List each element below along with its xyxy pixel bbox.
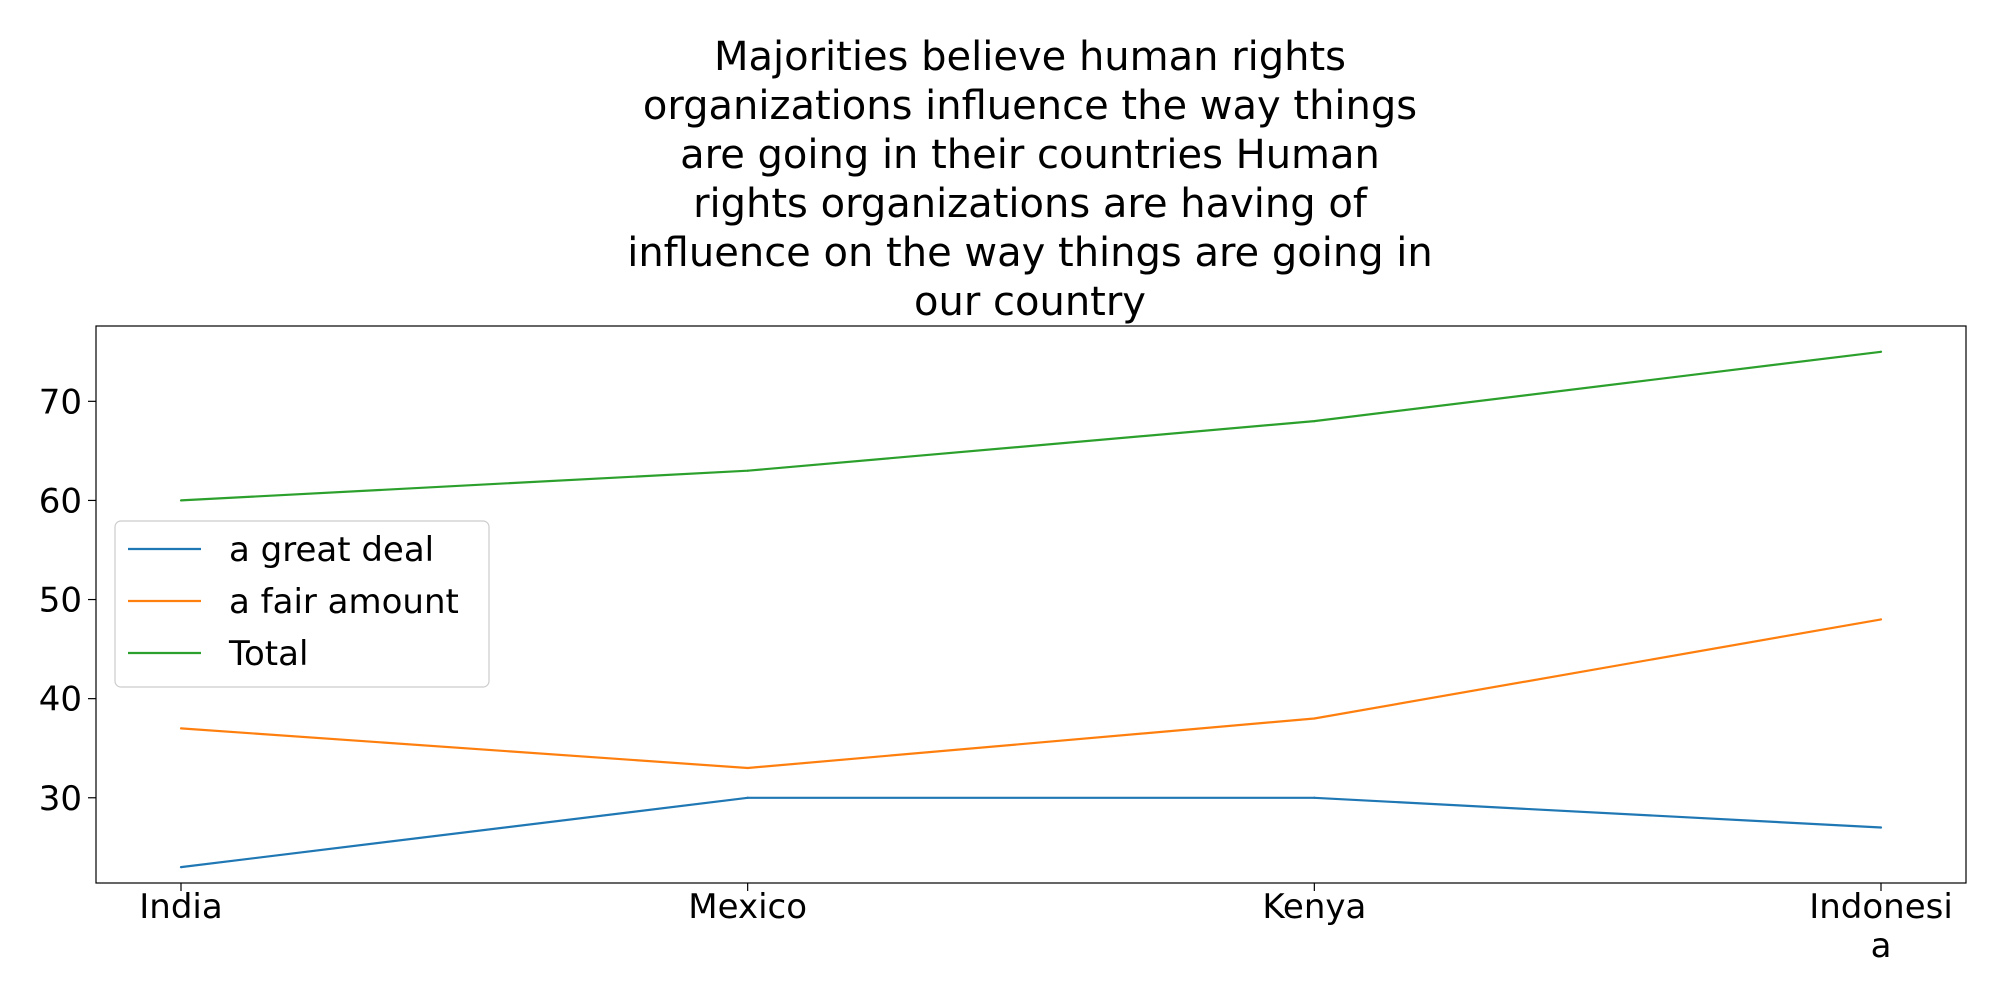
- y-tick-label: 70: [39, 382, 82, 422]
- series-lines: [179, 350, 1883, 869]
- y-tick-label: 50: [39, 581, 82, 621]
- data-point: [1879, 826, 1883, 829]
- legend-frame: [114, 520, 490, 688]
- data-point: [746, 469, 749, 472]
- chart-title: Majorities believe human rightsorganizat…: [627, 34, 1433, 325]
- x-tick-label: Indonesi: [1809, 887, 1953, 927]
- series-line: [180, 350, 1882, 502]
- plot-area: [95, 325, 1967, 884]
- y-tick-label: 40: [39, 680, 82, 720]
- legend-label: Total: [228, 634, 308, 674]
- data-point: [1313, 717, 1316, 720]
- data-point: [746, 796, 749, 799]
- title-line: influence on the way things are going in: [627, 230, 1433, 276]
- x-tick-label: Kenya: [1262, 887, 1366, 927]
- series-line: [180, 796, 1882, 869]
- legend-label: a great deal: [229, 530, 434, 570]
- title-line: organizations influence the way things: [643, 83, 1417, 129]
- data-point: [746, 766, 749, 770]
- data-point: [179, 499, 183, 502]
- y-axis: 30 40 50 60 70: [39, 382, 96, 819]
- data-point: [1879, 618, 1883, 621]
- x-tick-label: Mexico: [688, 887, 807, 927]
- legend-label: a fair amount: [229, 582, 459, 622]
- title-line: rights organizations are having of: [693, 181, 1368, 227]
- x-tick-label: a: [1871, 926, 1892, 966]
- y-tick-label: 60: [39, 481, 82, 521]
- data-point: [1879, 350, 1883, 353]
- data-point: [1313, 796, 1316, 799]
- series-line: [180, 618, 1882, 770]
- data-point: [179, 866, 183, 869]
- title-line: Majorities believe human rights: [714, 34, 1346, 80]
- data-point: [179, 727, 183, 730]
- y-tick-label: 30: [39, 779, 82, 819]
- title-line: are going in their countries Human: [680, 132, 1380, 178]
- x-tick-label: India: [139, 887, 222, 927]
- data-point: [1313, 420, 1316, 423]
- legend: a great deal a fair amount Total: [114, 520, 490, 688]
- title-line: our country: [914, 279, 1146, 325]
